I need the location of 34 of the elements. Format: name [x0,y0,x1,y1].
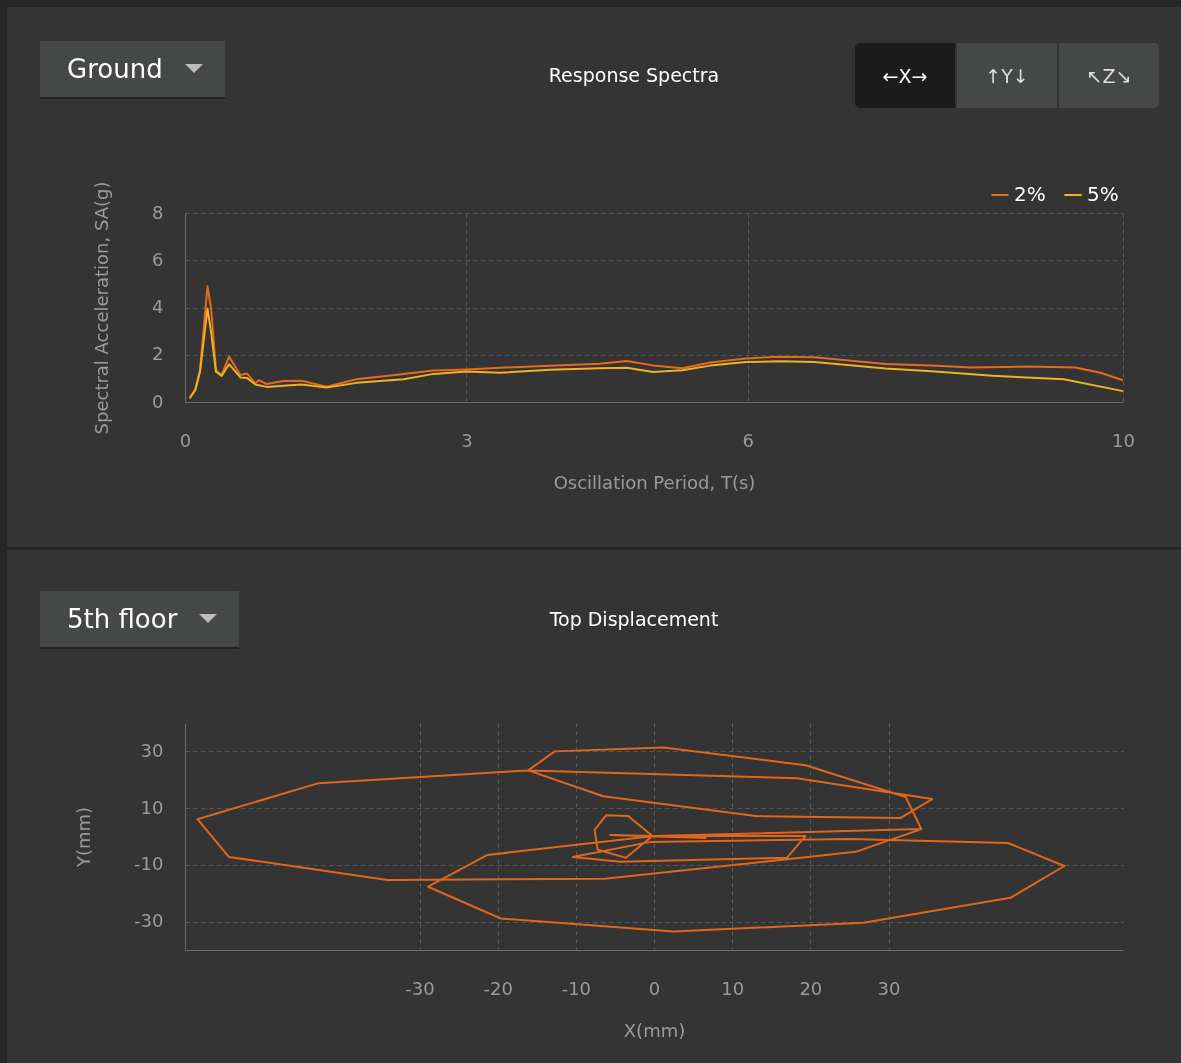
x-tick-label: -10 [561,977,592,999]
y-axis-title: Spectral Acceleration, SA(g) [91,181,113,435]
y-axis-title: Y(mm) [73,806,95,869]
y-tick-label: 6 [152,248,164,270]
y-tick-label: 2 [152,343,164,365]
x-tick-label: 0 [648,977,661,999]
legend-label: 5% [1087,182,1119,206]
y-tick-label: 10 [140,796,164,818]
y-tick-label: 30 [140,739,164,761]
line-series [196,746,1066,933]
x-tick-label: 6 [742,429,755,451]
text: ←X→ [855,43,955,108]
legend-label: 2% [1014,182,1046,206]
y-tick-label: -30 [134,910,164,932]
text: 5th floor [67,604,178,634]
y-tick-label: -10 [134,853,164,875]
chart-title: Response Spectra [548,64,720,86]
x-tick-label: 3 [461,429,473,451]
x-tick-label: 0 [179,429,192,451]
x-tick-label: -30 [405,977,435,999]
x-tick-label: 10 [1112,429,1135,451]
text: ↑Y↓ [955,43,1057,108]
x-tick-label: 20 [799,977,823,999]
x-axis-title: X(mm) [623,1019,686,1041]
x-tick-label: 10 [721,977,745,999]
y-tick-label: 8 [152,201,164,223]
x-axis-title: Oscillation Period, T(s) [553,471,756,493]
y-tick-label: 4 [152,296,164,317]
x-tick-label: 30 [877,977,901,999]
y-tick-label: 0 [152,390,164,412]
text: Ground [67,54,163,84]
text: ↖Z↘ [1057,43,1159,108]
chart-title: Top Displacement [549,608,719,630]
x-tick-label: -20 [483,977,513,999]
